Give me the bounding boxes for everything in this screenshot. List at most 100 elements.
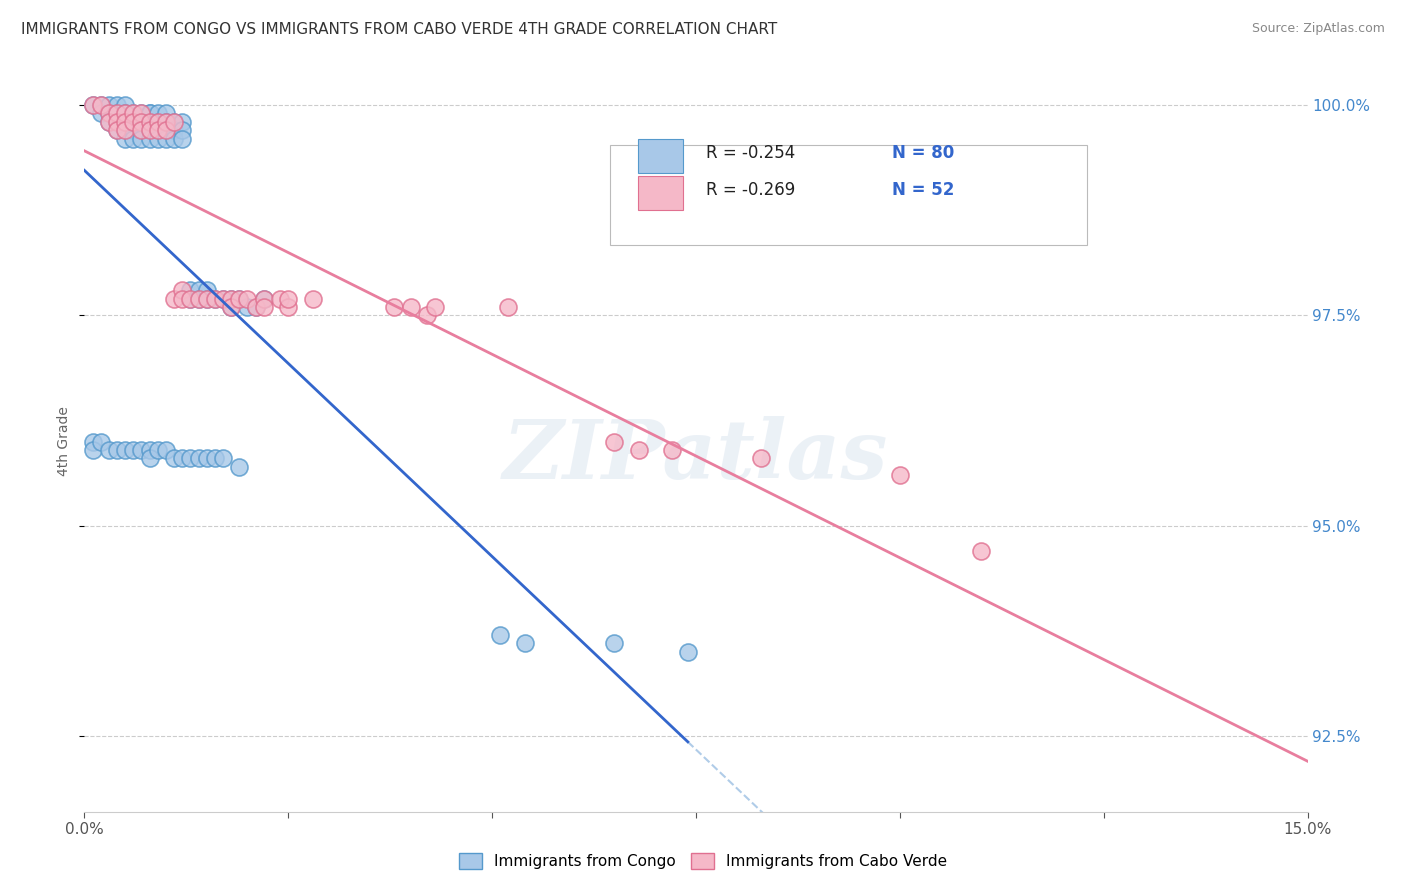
Point [122,115,145,129]
Point [122,123,145,137]
Point [138,131,160,145]
Point [277,292,299,306]
Point [97,442,120,457]
Point [105,442,128,457]
Point [228,459,250,474]
Point [163,115,186,129]
Text: R = -0.254: R = -0.254 [706,144,794,161]
Point [172,292,194,306]
Point [187,292,209,306]
Point [970,544,993,558]
Point [105,98,128,112]
Point [122,115,145,129]
Point [179,283,201,297]
Point [146,106,169,120]
Point [105,115,128,129]
Point [105,106,128,120]
Point [138,451,160,466]
Point [131,115,153,129]
Point [399,300,422,314]
Point [245,300,267,314]
Point [416,309,439,323]
Point [195,283,218,297]
Point [179,292,201,306]
Point [114,123,136,137]
Point [301,292,323,306]
Point [138,442,160,457]
Point [82,442,104,457]
Point [114,115,136,129]
Point [90,434,112,449]
Point [97,115,120,129]
Point [155,131,177,145]
Point [163,292,186,306]
Point [131,123,153,137]
Point [163,131,186,145]
Point [114,442,136,457]
Point [749,451,772,466]
Text: Source: ZipAtlas.com: Source: ZipAtlas.com [1251,22,1385,36]
Point [228,292,250,306]
Point [155,123,177,137]
Point [603,636,626,650]
Point [423,300,446,314]
Point [114,98,136,112]
Point [82,98,104,112]
Point [179,451,201,466]
Point [195,451,218,466]
Text: N = 52: N = 52 [891,181,955,199]
Point [114,123,136,137]
Point [219,300,242,314]
Point [661,442,683,457]
Point [513,636,536,650]
Point [131,115,153,129]
Point [114,115,136,129]
Point [146,131,169,145]
Point [187,283,209,297]
Point [253,300,276,314]
Point [236,292,259,306]
Point [489,628,512,642]
Point [163,115,186,129]
Y-axis label: 4th Grade: 4th Grade [58,407,72,476]
Point [97,98,120,112]
Point [97,106,120,120]
Point [219,292,242,306]
Point [131,106,153,120]
Point [277,300,299,314]
Point [105,123,128,137]
Point [105,123,128,137]
Point [382,300,405,314]
Point [187,451,209,466]
Point [146,123,169,137]
Point [114,106,136,120]
Point [90,98,112,112]
Point [228,292,250,306]
FancyBboxPatch shape [610,145,1087,245]
Point [97,115,120,129]
Point [172,283,194,297]
Point [236,300,259,314]
Point [187,292,209,306]
Point [146,115,169,129]
Point [122,442,145,457]
Point [146,123,169,137]
Point [219,292,242,306]
Point [90,106,112,120]
Legend: Immigrants from Congo, Immigrants from Cabo Verde: Immigrants from Congo, Immigrants from C… [453,847,953,875]
Point [131,123,153,137]
Point [195,292,218,306]
Point [195,292,218,306]
Point [212,292,235,306]
Point [138,123,160,137]
Point [204,292,226,306]
Point [131,442,153,457]
Point [212,451,235,466]
Point [155,115,177,129]
Point [212,292,235,306]
Point [627,442,650,457]
Point [131,131,153,145]
Point [114,131,136,145]
Point [138,106,160,120]
Point [105,106,128,120]
